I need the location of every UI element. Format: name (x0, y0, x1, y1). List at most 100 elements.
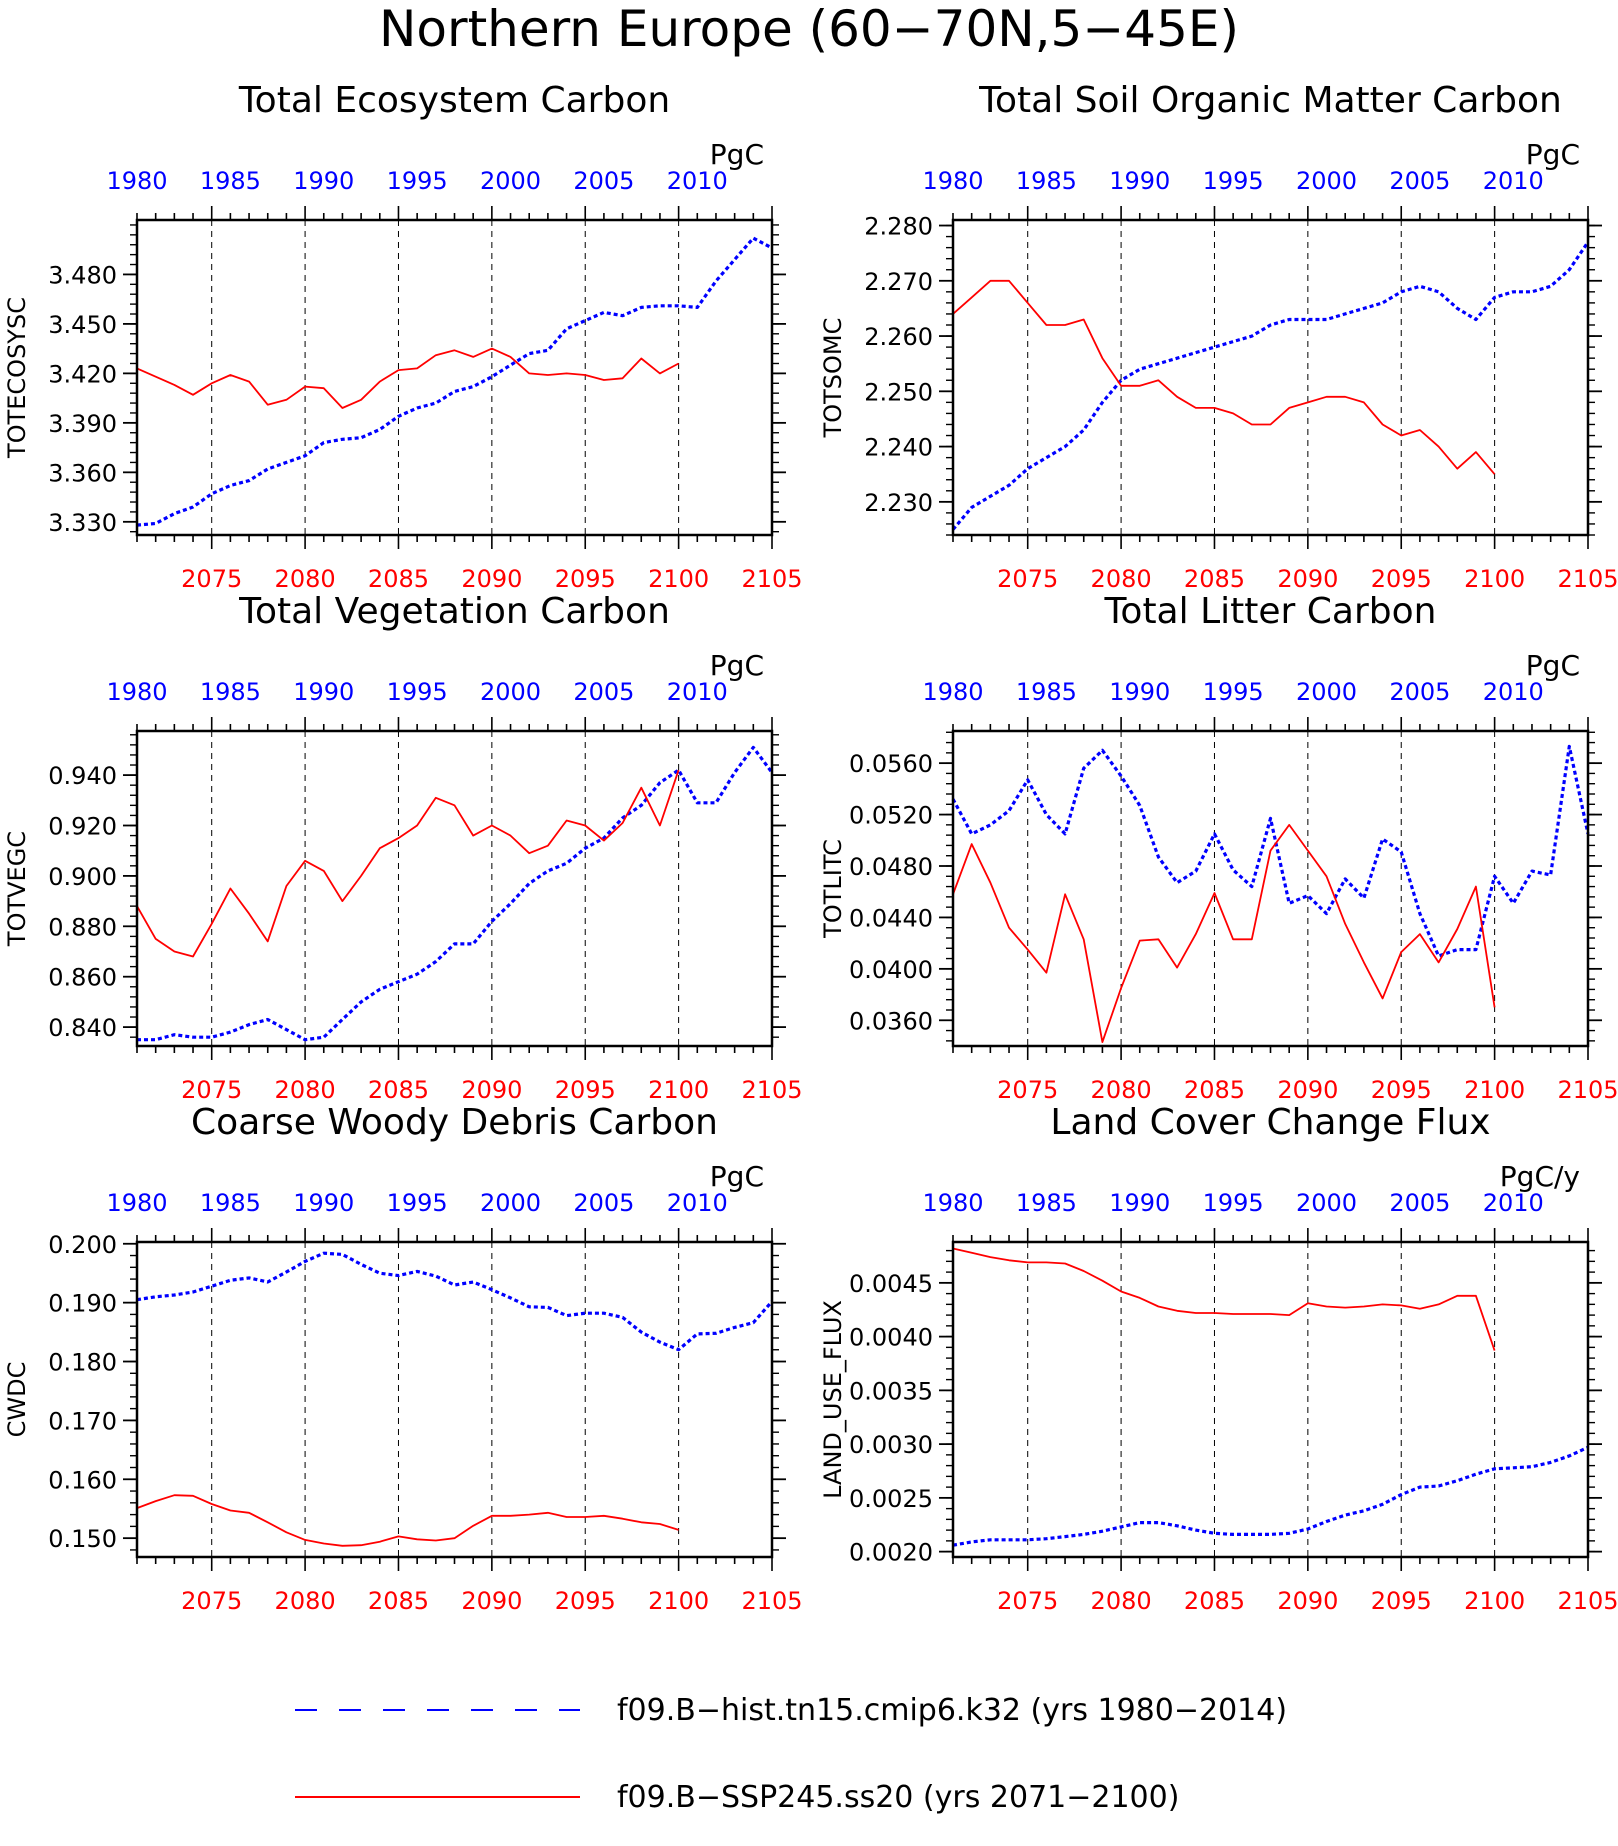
panel-4: 2075 2080 2085 2090 2095 2100 2105 1980 1985 1990… (819, 591, 1618, 1104)
tick-label-left: 2.250 (864, 378, 933, 406)
tick-label-top: 1995 (387, 678, 448, 706)
tick-label-left: 3.450 (48, 311, 117, 339)
tick-label-bottom: 2105 (1557, 1076, 1618, 1104)
tick-label-top: 1990 (1109, 167, 1170, 195)
tick-label-bottom: 2080 (1091, 565, 1152, 593)
tick-label-top: 2000 (480, 167, 541, 195)
tick-label-top: 2010 (667, 1189, 728, 1217)
plot-frame (951, 1240, 1590, 1559)
tick-label-left: 2.270 (864, 268, 933, 296)
tick-label-left: 0.200 (48, 1231, 117, 1259)
tick-label-bottom: 2080 (275, 565, 336, 593)
panel-6: 2075 2080 2085 2090 2095 2100 2105 1980 1985 1990… (819, 1102, 1618, 1615)
tick-label-left: 0.0520 (849, 802, 933, 830)
tick-label-bottom: 2090 (1277, 565, 1338, 593)
panel-title: Total Ecosystem Carbon (238, 80, 670, 121)
series-line-hist (951, 744, 1590, 958)
tick-label-top: 2000 (1296, 1189, 1357, 1217)
tick-label-left: 0.150 (48, 1525, 117, 1553)
tick-label-left: 0.0030 (849, 1431, 933, 1459)
tick-label-top: 2010 (1483, 678, 1544, 706)
plot-frame (951, 218, 1590, 537)
ylabel: TOTVEGC (3, 831, 31, 947)
tick-label-left: 0.0025 (849, 1485, 933, 1513)
tick-label-left: 0.840 (48, 1014, 117, 1042)
tick-label-top: 1995 (1203, 678, 1264, 706)
tick-label-bottom: 2095 (1371, 1587, 1432, 1615)
units-label: PgC (710, 649, 764, 682)
legend: f09.B−hist.tn15.cmip6.k32 (yrs 1980−2014… (295, 1693, 1287, 1815)
tick-label-top: 1980 (106, 1189, 167, 1217)
tick-label-bottom: 2075 (181, 565, 242, 593)
tick-label-bottom: 2085 (1184, 1587, 1245, 1615)
tick-label-top: 1980 (106, 167, 167, 195)
tick-label-bottom: 2075 (181, 1076, 242, 1104)
tick-label-left: 0.160 (48, 1466, 117, 1494)
tick-label-left: 0.0360 (849, 1007, 933, 1035)
tick-label-bottom: 2100 (1464, 565, 1525, 593)
tick-label-bottom: 2095 (555, 1076, 616, 1104)
tick-label-bottom: 2100 (648, 1587, 709, 1615)
tick-label-bottom: 2075 (997, 565, 1058, 593)
tick-label-bottom: 2095 (555, 565, 616, 593)
panels: 2075 2080 2085 2090 2095 2100 2105 1980 1985 1990… (3, 80, 1618, 1615)
tick-label-bottom: 2105 (741, 1076, 802, 1104)
tick-label-left: 0.170 (48, 1407, 117, 1435)
panel-1: 2075 2080 2085 2090 2095 2100 2105 1980 1985 1990… (3, 80, 803, 593)
tick-label-top: 2005 (573, 678, 634, 706)
tick-label-bottom: 2090 (461, 1076, 522, 1104)
ylabel: LAND_USE_FLUX (819, 1300, 847, 1499)
tick-label-top: 2005 (1389, 1189, 1450, 1217)
series-line-ssp (136, 1494, 679, 1547)
legend-label-hist: f09.B−hist.tn15.cmip6.k32 (yrs 1980−2014… (617, 1693, 1287, 1728)
tick-label-top: 1980 (922, 1189, 983, 1217)
tick-label-bottom: 2105 (741, 1587, 802, 1615)
plot-frame (135, 218, 774, 537)
tick-label-top: 2005 (573, 1189, 634, 1217)
tick-label-top: 1985 (200, 167, 261, 195)
tick-label-left: 0.860 (48, 964, 117, 992)
plot-frame (135, 1240, 774, 1559)
units-label: PgC/y (1500, 1160, 1580, 1193)
ylabel: CWDC (3, 1362, 31, 1438)
tick-label-left: 0.0400 (849, 956, 933, 984)
tick-label-left: 3.420 (48, 360, 117, 388)
tick-label-top: 2010 (1483, 1189, 1544, 1217)
figure-title: Northern Europe (60−70N,5−45E) (379, 0, 1239, 58)
series-line-hist (137, 745, 774, 1042)
tick-label-left: 0.180 (48, 1349, 117, 1377)
tick-label-bottom: 2080 (275, 1587, 336, 1615)
tick-label-bottom: 2095 (1371, 1076, 1432, 1104)
tick-label-bottom: 2105 (741, 565, 802, 593)
tick-label-top: 1985 (1016, 1189, 1077, 1217)
tick-label-bottom: 2085 (368, 565, 429, 593)
tick-label-bottom: 2100 (1464, 1587, 1525, 1615)
units-label: PgC (1526, 649, 1580, 682)
series-line-ssp (952, 279, 1496, 475)
panel-3: 2075 2080 2085 2090 2095 2100 2105 1980 1985 1990… (3, 591, 803, 1104)
tick-label-top: 1995 (387, 1189, 448, 1217)
tick-label-bottom: 2080 (1091, 1587, 1152, 1615)
ylabel: TOTECOSYSC (3, 297, 31, 459)
tick-label-bottom: 2090 (461, 1587, 522, 1615)
tick-label-top: 1990 (293, 1189, 354, 1217)
series-line-ssp (136, 347, 680, 409)
tick-label-top: 1995 (1203, 167, 1264, 195)
tick-label-top: 2010 (667, 678, 728, 706)
tick-label-bottom: 2095 (555, 1587, 616, 1615)
tick-label-left: 3.360 (48, 459, 117, 487)
tick-label-top: 1990 (1109, 678, 1170, 706)
series-line-hist (951, 241, 1590, 531)
tick-label-top: 2010 (1483, 167, 1544, 195)
series-line-hist (136, 1251, 774, 1352)
tick-label-left: 3.480 (48, 261, 117, 289)
tick-label-bottom: 2100 (1464, 1076, 1525, 1104)
tick-label-top: 1985 (200, 678, 261, 706)
tick-label-left: 0.920 (48, 813, 117, 841)
tick-label-left: 0.0560 (849, 750, 933, 778)
tick-label-left: 0.0440 (849, 904, 933, 932)
tick-label-top: 1995 (1203, 1189, 1264, 1217)
tick-label-left: 0.940 (48, 762, 117, 790)
series-line-ssp (952, 824, 1496, 1043)
